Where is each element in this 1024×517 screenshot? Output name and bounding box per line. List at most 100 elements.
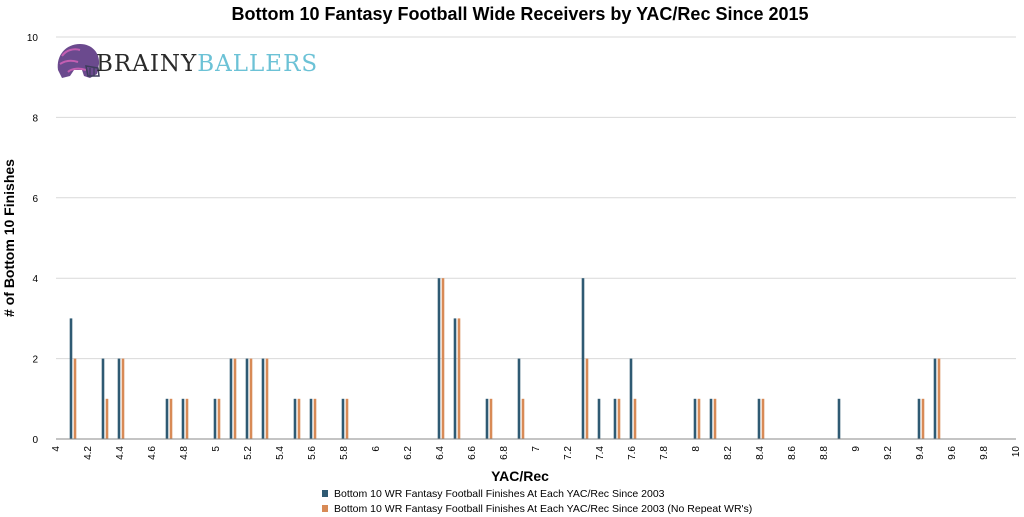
x-tick-label: 5 — [211, 446, 222, 452]
x-tick-label: 10 — [1011, 446, 1022, 458]
y-axis-ticks: 0 2 4 6 8 10 — [27, 33, 39, 446]
bar-series-1 — [633, 398, 637, 439]
x-tick-label: 7.4 — [595, 446, 606, 460]
x-tick-label: 8.4 — [755, 446, 766, 460]
bar-series-1 — [185, 398, 189, 439]
x-tick-label: 7 — [531, 446, 542, 452]
y-tick-label: 10 — [27, 33, 39, 44]
x-tick-label: 4.6 — [147, 446, 158, 460]
bar-series-0 — [341, 398, 345, 439]
x-tick-label: 8 — [691, 446, 702, 452]
x-tick-label: 4.2 — [83, 446, 94, 460]
bar-series-1 — [297, 398, 301, 439]
x-tick-label: 6 — [371, 446, 382, 452]
bar-series-1 — [441, 278, 445, 439]
bar-series-0 — [933, 358, 937, 439]
bar-series-0 — [485, 398, 489, 439]
x-tick-label: 8.8 — [819, 446, 830, 460]
bar-series-0 — [181, 398, 185, 439]
x-tick-label: 9.2 — [883, 446, 894, 460]
bar-series-1 — [921, 398, 925, 439]
legend-label-1: Bottom 10 WR Fantasy Football Finishes A… — [334, 503, 752, 515]
bar-series-0 — [69, 318, 73, 439]
logo-text-ballers: BALLERS — [197, 51, 318, 77]
bar-series-0 — [293, 398, 297, 439]
y-tick-label: 6 — [32, 194, 38, 205]
bar-series-1 — [937, 358, 941, 439]
x-tick-label: 4.8 — [179, 446, 190, 460]
bar-series-0 — [245, 358, 249, 439]
gridlines — [56, 36, 1016, 360]
bar-series-1 — [457, 318, 461, 439]
chart-title: Bottom 10 Fantasy Football Wide Receiver… — [231, 4, 808, 24]
bar-series-1 — [169, 398, 173, 439]
bar-series-0 — [917, 398, 921, 439]
bar-series-1 — [713, 398, 717, 439]
x-tick-label: 5.2 — [243, 446, 254, 460]
x-tick-label: 6.2 — [403, 446, 414, 460]
legend: Bottom 10 WR Fantasy Football Finishes A… — [322, 488, 752, 515]
y-axis-title: # of Bottom 10 Finishes — [1, 159, 17, 317]
bar-series-0 — [165, 398, 169, 439]
x-tick-label: 7.8 — [659, 446, 670, 460]
bar-series-0 — [597, 398, 601, 439]
x-tick-label: 6.8 — [499, 446, 510, 460]
x-tick-label: 8.2 — [723, 446, 734, 460]
x-tick-label: 7.2 — [563, 446, 574, 460]
bar-series-1 — [489, 398, 493, 439]
bar-series-1 — [105, 398, 109, 439]
bar-series-0 — [709, 398, 713, 439]
x-tick-label: 5.4 — [275, 446, 286, 460]
bar-series-1 — [521, 398, 525, 439]
bar-series-1 — [761, 398, 765, 439]
bar-series-0 — [517, 358, 521, 439]
bar-series-0 — [117, 358, 121, 439]
y-tick-label: 8 — [32, 113, 38, 124]
bar-series-0 — [837, 398, 841, 439]
bar-series-0 — [213, 398, 217, 439]
x-tick-label: 7.6 — [627, 446, 638, 460]
y-tick-label: 2 — [32, 355, 38, 366]
x-tick-label: 9.4 — [915, 446, 926, 460]
x-tick-label: 5.6 — [307, 446, 318, 460]
svg-text:BRAINYBALLERS: BRAINYBALLERS — [96, 51, 318, 77]
bar-series-0 — [581, 278, 585, 439]
x-tick-label: 5.8 — [339, 446, 350, 460]
bar-series-0 — [229, 358, 233, 439]
x-tick-label: 9 — [851, 446, 862, 452]
bar-series-1 — [617, 398, 621, 439]
football-helmet-icon — [57, 44, 100, 78]
bar-series-0 — [437, 278, 441, 439]
bar-series-1 — [217, 398, 221, 439]
bar-series-1 — [121, 358, 125, 439]
bar-series-1 — [73, 358, 77, 439]
x-tick-label: 9.6 — [947, 446, 958, 460]
bar-series-1 — [697, 398, 701, 439]
legend-label-0: Bottom 10 WR Fantasy Football Finishes A… — [334, 488, 665, 500]
bar-series-0 — [261, 358, 265, 439]
brainy-ballers-logo: BRAINYBALLERS — [57, 44, 318, 78]
x-tick-label: 6.6 — [467, 446, 478, 460]
x-axis-title: YAC/Rec — [491, 468, 549, 484]
x-tick-label: 9.8 — [979, 446, 990, 460]
bar-series-0 — [453, 318, 457, 439]
bar-series-0 — [101, 358, 105, 439]
bar-series-0 — [613, 398, 617, 439]
bar-series-0 — [629, 358, 633, 439]
bars — [69, 278, 941, 439]
legend-swatch-1 — [322, 505, 328, 512]
bar-series-1 — [265, 358, 269, 439]
logo-text-brainy: BRAINY — [96, 51, 197, 77]
x-tick-label: 8.6 — [787, 446, 798, 460]
x-tick-label: 6.4 — [435, 446, 446, 460]
bar-series-0 — [309, 398, 313, 439]
bar-series-0 — [693, 398, 697, 439]
x-tick-label: 4.4 — [115, 446, 126, 460]
y-tick-label: 4 — [32, 274, 38, 285]
bar-series-1 — [585, 358, 589, 439]
legend-swatch-0 — [322, 490, 328, 497]
x-tick-label: 4 — [51, 446, 62, 452]
bar-series-1 — [345, 398, 349, 439]
bar-series-0 — [757, 398, 761, 439]
